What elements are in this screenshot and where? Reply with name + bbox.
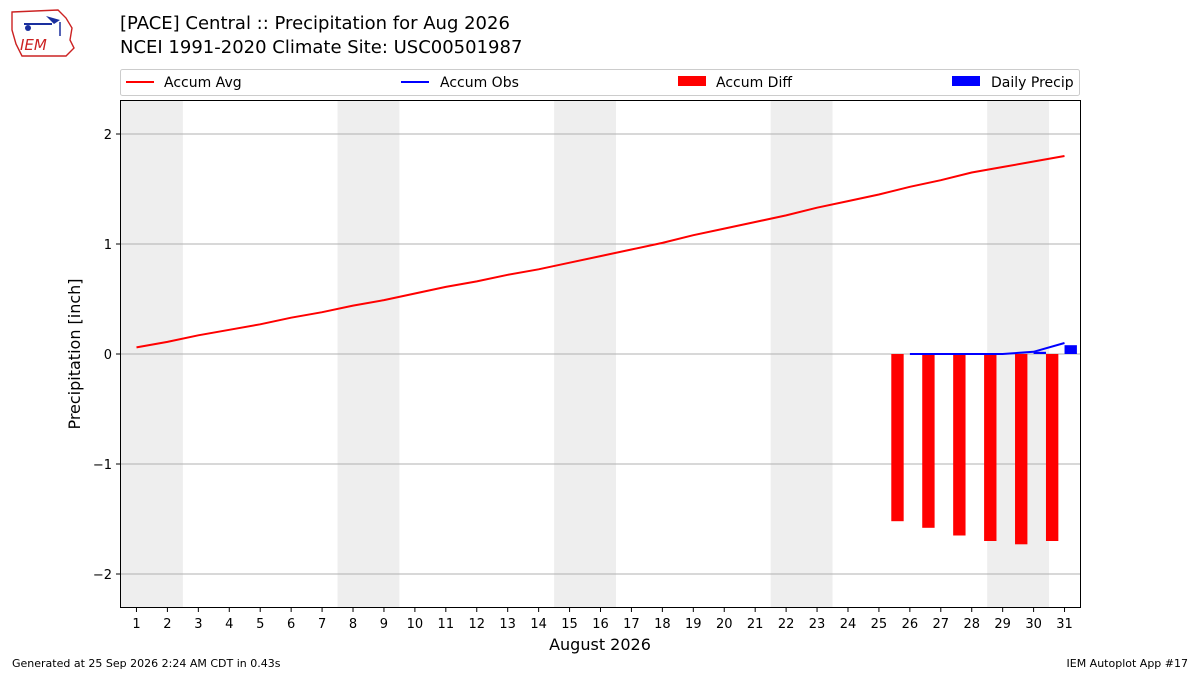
daily-precip-bar — [1033, 351, 1046, 354]
x-tick-label: 21 — [747, 617, 764, 632]
legend-accum-avg-label: Accum Avg — [164, 75, 242, 91]
footer-app-text: IEM Autoplot App #17 — [1066, 657, 1189, 670]
x-axis-label: August 2026 — [549, 635, 651, 654]
x-tick-label: 23 — [809, 617, 826, 632]
x-tick-label: 3 — [194, 617, 202, 632]
y-axis-label: Precipitation [inch] — [65, 278, 84, 429]
x-tick-label: 6 — [287, 617, 295, 632]
chart-title: [PACE] Central :: Precipitation for Aug … — [120, 13, 510, 34]
x-tick-label: 15 — [561, 617, 578, 632]
x-tick-label: 8 — [349, 617, 357, 632]
x-tick-label: 11 — [438, 617, 455, 632]
accum-diff-bar — [1045, 354, 1059, 541]
legend-accum-obs-label: Accum Obs — [440, 75, 519, 91]
x-tick-label: 1 — [132, 617, 140, 632]
x-tick-label: 7 — [318, 617, 326, 632]
accum-diff-bar — [891, 354, 904, 522]
x-tick-label: 26 — [902, 617, 919, 632]
x-tick-label: 17 — [623, 617, 640, 632]
x-tick-label: 14 — [530, 617, 547, 632]
x-tick-label: 24 — [840, 617, 857, 632]
y-tick-label: 2 — [104, 128, 112, 143]
footer-generated-text: Generated at 25 Sep 2026 2:24 AM CDT in … — [12, 657, 281, 670]
accum-obs-line — [909, 342, 1065, 355]
x-tick-label: 25 — [871, 617, 888, 632]
logo-text: IEM — [20, 36, 47, 54]
legend-accum-diff-label: Accum Diff — [716, 75, 792, 91]
legend-daily-precip-label: Daily Precip — [991, 75, 1074, 91]
y-tick-label: −2 — [93, 568, 112, 583]
x-tick-label: 28 — [963, 617, 980, 632]
x-tick-label: 10 — [407, 617, 424, 632]
daily-precip-bar — [1064, 345, 1077, 354]
x-tick-label: 16 — [592, 617, 609, 632]
accum-diff-bar — [953, 354, 966, 536]
accum-diff-bar — [922, 354, 935, 528]
x-tick-label: 12 — [468, 617, 485, 632]
accum-avg-line — [136, 155, 1065, 349]
x-tick-label: 27 — [933, 617, 950, 632]
x-tick-label: 20 — [716, 617, 733, 632]
iem-logo: IEM — [8, 6, 80, 60]
legend-daily-precip-swatch — [952, 76, 980, 86]
y-tick-label: 1 — [104, 238, 112, 253]
x-tick-label: 29 — [994, 617, 1011, 632]
legend-accum-diff-swatch — [678, 76, 706, 86]
x-tick-label: 4 — [225, 617, 233, 632]
legend-box — [120, 69, 1080, 96]
legend: Accum Avg Accum Obs Accum Diff Daily Pre… — [120, 69, 1080, 96]
x-tick-label: 31 — [1056, 617, 1073, 632]
x-tick-label: 9 — [380, 617, 388, 632]
x-tick-label: 5 — [256, 617, 264, 632]
x-tick-label: 2 — [163, 617, 171, 632]
x-tick-label: 30 — [1025, 617, 1042, 632]
x-tick-label: 22 — [778, 617, 795, 632]
x-tick-label: 19 — [685, 617, 702, 632]
y-tick-label: −1 — [93, 458, 112, 473]
accum-diff-bar — [1015, 354, 1028, 545]
x-tick-label: 13 — [499, 617, 516, 632]
x-tick-label: 18 — [654, 617, 671, 632]
accum-diff-bar — [984, 354, 997, 541]
y-tick-label: 0 — [104, 348, 112, 363]
chart-subtitle: NCEI 1991-2020 Climate Site: USC00501987 — [120, 37, 523, 58]
